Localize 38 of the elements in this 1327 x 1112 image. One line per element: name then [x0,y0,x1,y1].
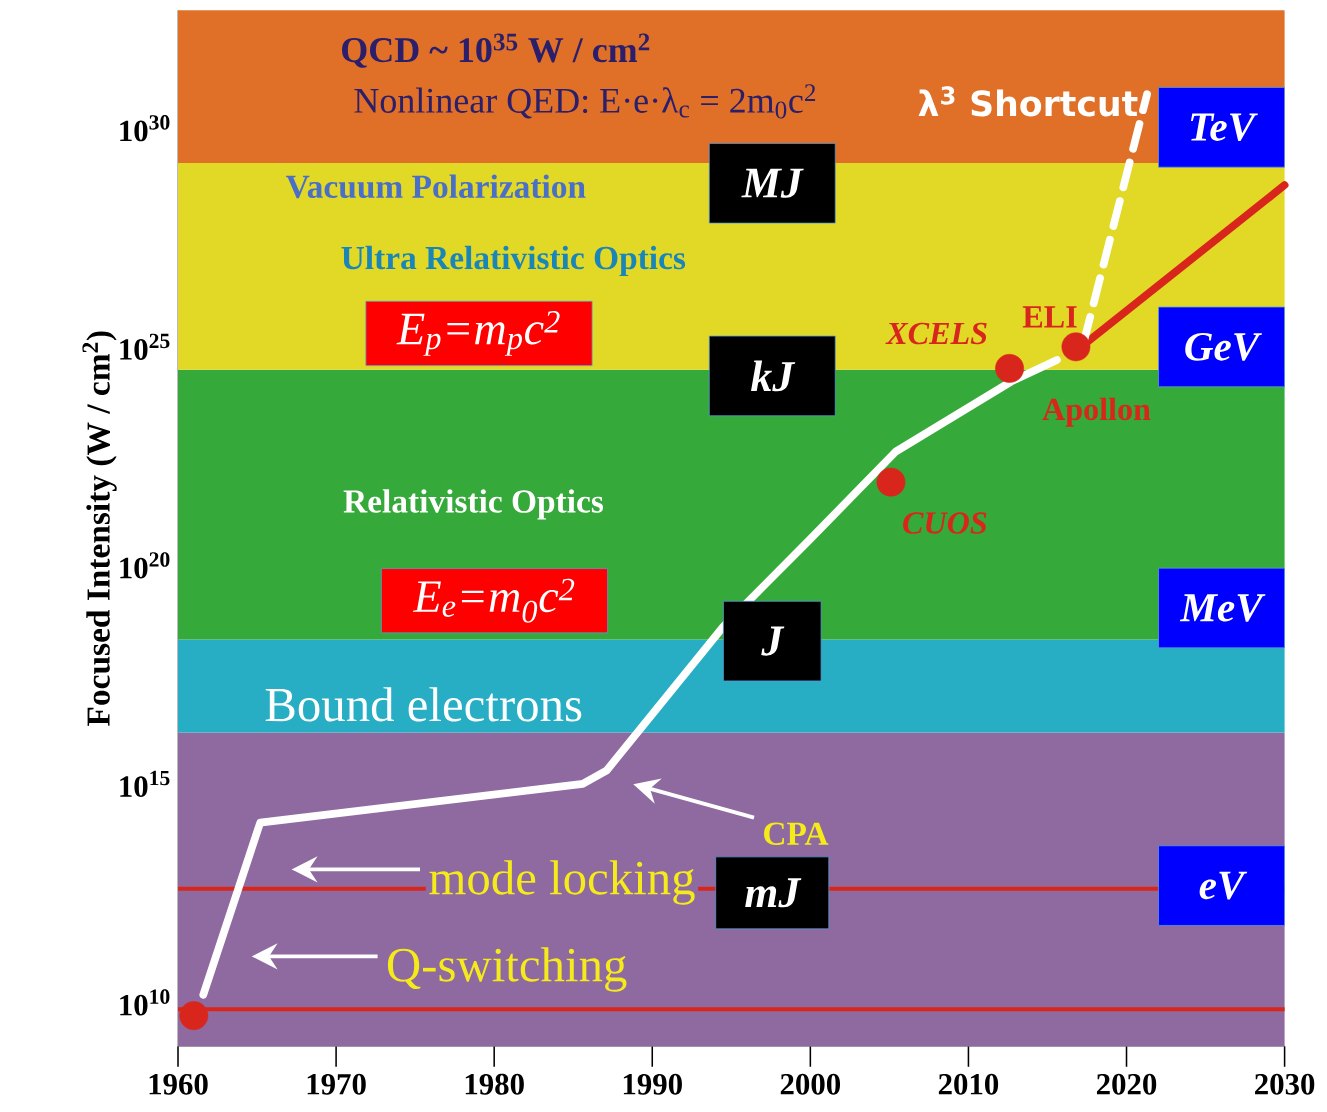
annotation: Nonlinear QED: E·e·λ$_{c}$ = 2m$_{0}$c$^{2}$ [354,84,816,119]
x-tick-label: 2030 [1255,1073,1315,1095]
y-tick-label: 10$^{30}$ [120,115,170,142]
x-tick-label: 2020 [1096,1073,1157,1095]
annotation: Relativistic Optics [343,489,604,520]
annotation: Ultra Relativistic Optics [341,245,686,277]
annotation: ELI [1022,306,1077,328]
y-tick-label: 10$^{15}$ [120,770,170,798]
annotation: MJ [741,168,804,198]
x-tick-label: 1960 [149,1073,208,1095]
x-tick-label: 2010 [938,1073,999,1095]
annotation: CUOS [903,512,987,534]
annotation: kJ [751,360,796,392]
annotation: QCD ~ 10$^{35}$ W / cm$^{2}$ [342,33,650,68]
annotation: J [761,626,785,656]
annotation: Vacuum Polarization [286,174,586,199]
annotation: E$_{e}$=m$_{0}$c$^{2}$ [412,578,575,623]
x-tick-label: 1970 [307,1073,366,1095]
annotation: Q-switching [387,947,627,992]
y-tick-label: 10$^{20}$ [120,552,170,579]
annotation: λ$^{3}$ Shortcut [918,86,1138,117]
annotation: GeV [1185,333,1262,361]
annotation: TeV [1190,113,1258,142]
x-tick-label: 2000 [780,1073,841,1095]
annotation: Bound electrons [265,687,582,722]
annotation: eV [1199,871,1248,900]
x-tick-label: 1990 [623,1073,682,1095]
y-tick-label: 10$^{25}$ [120,333,170,361]
x-tick-label: 1980 [465,1073,524,1095]
annotation: Apollon [1042,397,1151,427]
y-tick-label: 10$^{10}$ [120,989,170,1016]
annotation: CPA [764,822,829,846]
annotation: XCELS [885,322,987,345]
y-axis-title: Focused Intensity (W / cm$^{2}$) [82,331,117,727]
annotation: MeV [1179,594,1266,622]
annotation: E$_{p}$=m$_{p}$c$^{2}$ [396,311,560,356]
annotation: mJ [745,878,802,908]
annotation: mode locking [429,860,695,905]
